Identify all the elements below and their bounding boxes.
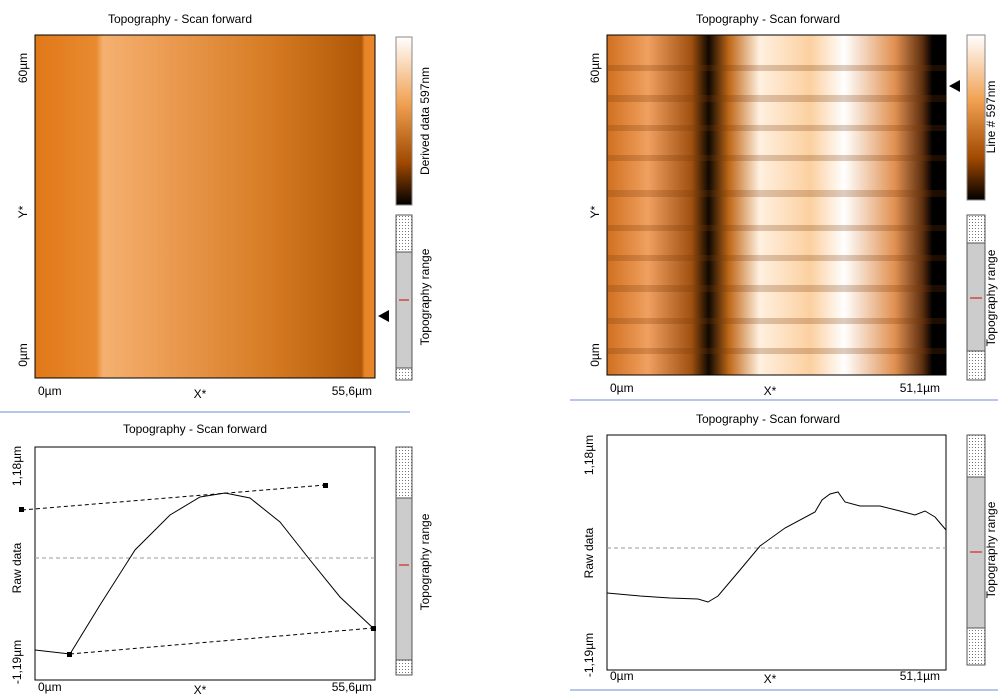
x-label: 0µm (610, 669, 634, 683)
range-label: Topography range (418, 513, 432, 610)
x-label: X* (764, 384, 777, 398)
x-label: 55,6µm (332, 680, 372, 694)
range-label: Topography range (984, 501, 998, 598)
colorbar-label: Derived data 597nm (418, 67, 432, 175)
profile-title: Topography - Scan forward (696, 412, 840, 426)
topography-image (606, 34, 947, 376)
profile-title: Topography - Scan forward (123, 422, 267, 436)
y-label: Y* (588, 205, 602, 218)
range-bar[interactable] (395, 446, 413, 676)
range-bar[interactable] (966, 214, 986, 381)
range-bar[interactable] (395, 214, 413, 381)
x-label: 0µm (610, 381, 634, 395)
profile (606, 491, 947, 603)
image-title: Topography - Scan forward (108, 12, 252, 26)
profile-plot (34, 446, 376, 681)
y-label: -1,19µm (10, 640, 24, 684)
x-label: 0µm (38, 384, 62, 398)
marker[interactable] (949, 80, 960, 92)
x-label: X* (194, 387, 207, 401)
colorbar (966, 34, 986, 201)
marker[interactable] (378, 310, 389, 322)
range-label: Topography range (984, 249, 998, 346)
x-label: 0µm (38, 680, 62, 694)
image-title: Topography - Scan forward (696, 12, 840, 26)
handles[interactable] (19, 483, 376, 657)
range-bar[interactable] (966, 434, 986, 666)
y-label: 1,18µm (582, 435, 596, 475)
x-label: 55,6µm (332, 384, 372, 398)
y-label: 60µm (16, 53, 30, 83)
y-label: Raw data (582, 527, 596, 578)
x-label: X* (194, 683, 207, 697)
colorbar (395, 36, 413, 206)
x-label: 51,1µm (900, 381, 940, 395)
colorbar-label: Line # 597nm (984, 81, 998, 154)
profile (21, 484, 374, 655)
y-label: 0µm (588, 343, 602, 367)
y-label: 60µm (588, 53, 602, 83)
y-label: Raw data (10, 542, 24, 593)
range-label: Topography range (418, 248, 432, 345)
y-label: Y* (16, 205, 30, 218)
x-label: 51,1µm (900, 669, 940, 683)
topography-image (34, 34, 376, 379)
y-label: 1,18µm (10, 446, 24, 486)
profile-plot (606, 434, 947, 671)
y-label: -1,19µm (582, 633, 596, 677)
x-label: X* (764, 672, 777, 686)
y-label: 0µm (16, 343, 30, 367)
